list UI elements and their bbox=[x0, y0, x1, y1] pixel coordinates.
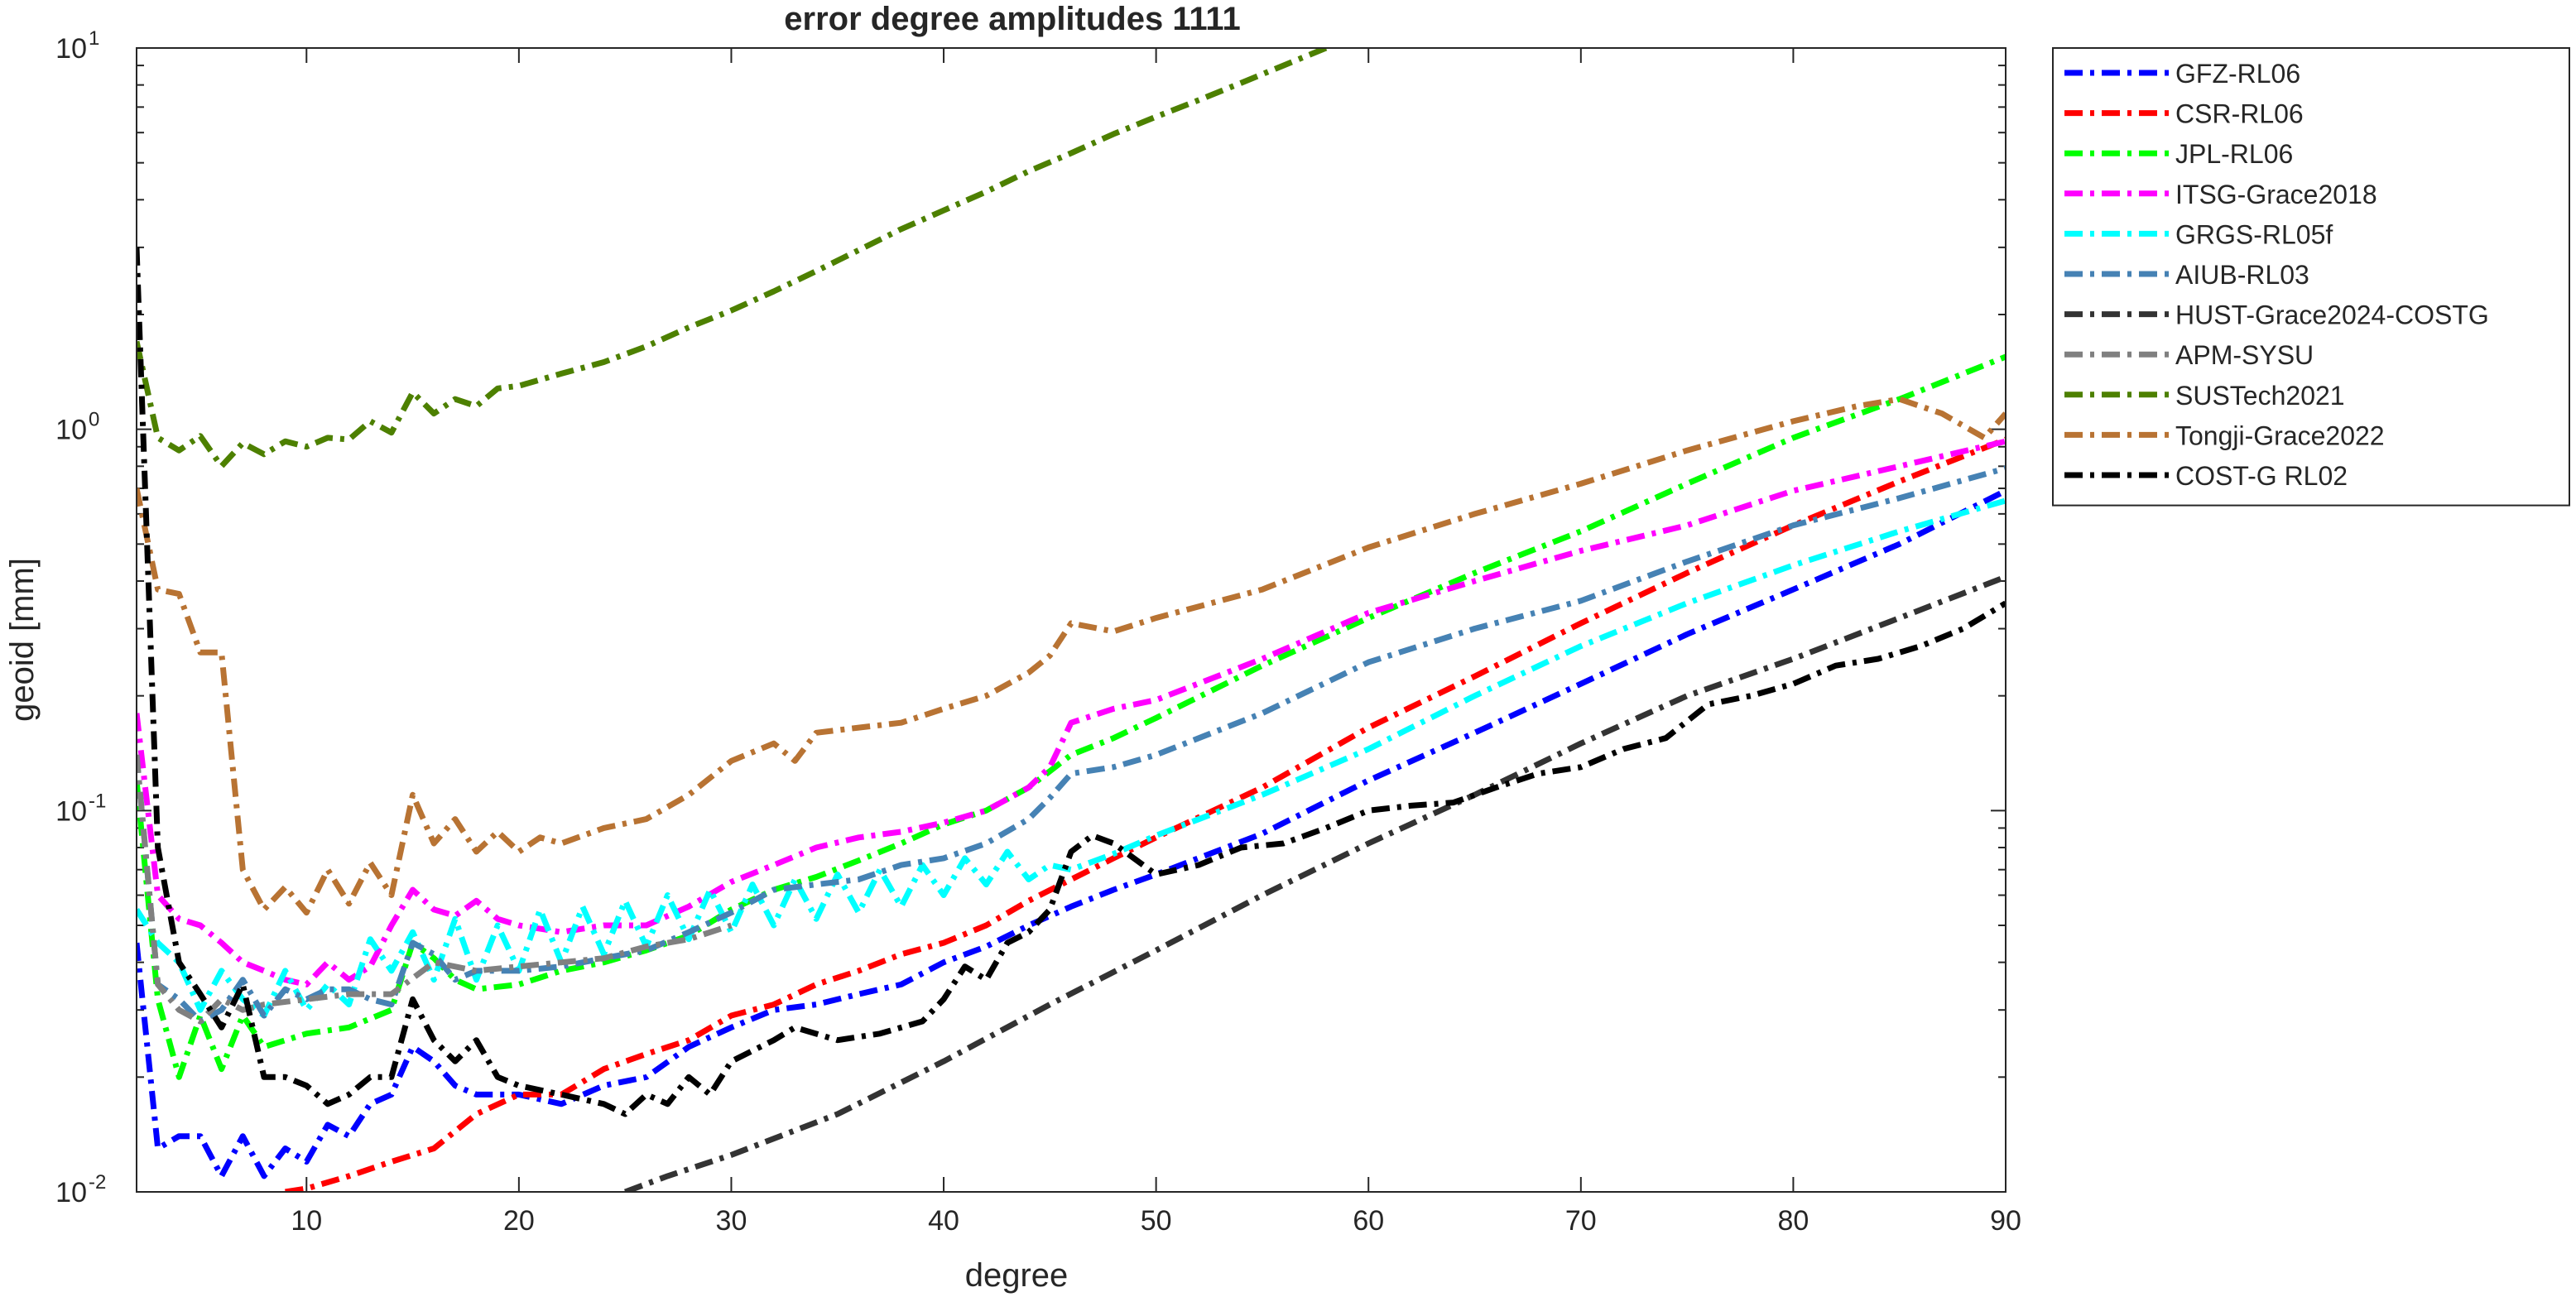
series-line bbox=[137, 497, 2006, 1019]
series-line bbox=[137, 488, 2006, 1179]
x-tick-label: 20 bbox=[503, 1205, 535, 1237]
legend-label: GFZ-RL06 bbox=[2175, 59, 2300, 89]
x-tick-label: 80 bbox=[1777, 1205, 1809, 1237]
series-line bbox=[623, 574, 2006, 1192]
x-tick-label: 30 bbox=[716, 1205, 747, 1237]
x-tick-label: 50 bbox=[1141, 1205, 1172, 1237]
series-line bbox=[137, 353, 2006, 1080]
x-tick-label: 70 bbox=[1565, 1205, 1597, 1237]
y-tick-exponent: 1 bbox=[89, 27, 99, 50]
y-tick-label: 10 bbox=[55, 33, 87, 65]
x-tick-label: 60 bbox=[1353, 1205, 1384, 1237]
y-tick-exponent: -2 bbox=[89, 1171, 106, 1194]
x-tick-label: 10 bbox=[291, 1205, 322, 1237]
series-line bbox=[137, 247, 2006, 1117]
legend-label: SUSTech2021 bbox=[2175, 381, 2345, 411]
legend-label: ITSG-Grace2018 bbox=[2175, 180, 2377, 209]
y-tick-label: 10 bbox=[55, 1177, 87, 1208]
legend-label: JPL-RL06 bbox=[2175, 139, 2293, 169]
y-axis-label: geoid [mm] bbox=[4, 558, 41, 722]
series-line bbox=[137, 754, 733, 1025]
legend-label: GRGS-RL05f bbox=[2175, 219, 2333, 249]
x-axis-label: degree bbox=[965, 1257, 1069, 1294]
y-tick-label: 10 bbox=[55, 795, 87, 827]
series-line bbox=[137, 438, 2006, 987]
y-tick-exponent: 0 bbox=[89, 409, 99, 431]
legend-label: HUST-Grace2024-COSTG bbox=[2175, 300, 2489, 330]
legend-label: APM-SYSU bbox=[2175, 340, 2314, 370]
series-line bbox=[137, 465, 2006, 1025]
series-line bbox=[137, 396, 2006, 916]
legend-label: CSR-RL06 bbox=[2175, 99, 2304, 129]
chart-title: error degree amplitudes 1111 bbox=[784, 1, 1240, 37]
series-line bbox=[285, 436, 2006, 1192]
series-lines bbox=[137, 48, 2006, 1192]
legend: GFZ-RL06 CSR-RL06 JPL-RL06 ITSG-Grace2018 GR… bbox=[2052, 47, 2570, 507]
legend-label: COST-G RL02 bbox=[2175, 461, 2348, 491]
x-tick-label: 90 bbox=[1990, 1205, 2021, 1237]
legend-label: Tongji-Grace2022 bbox=[2175, 420, 2385, 450]
y-tick-exponent: -1 bbox=[89, 790, 106, 812]
plot-frame bbox=[136, 47, 2006, 1193]
y-tick-label: 10 bbox=[55, 415, 87, 446]
x-tick-label: 40 bbox=[928, 1205, 959, 1237]
legend-label: AIUB-RL03 bbox=[2175, 260, 2309, 290]
